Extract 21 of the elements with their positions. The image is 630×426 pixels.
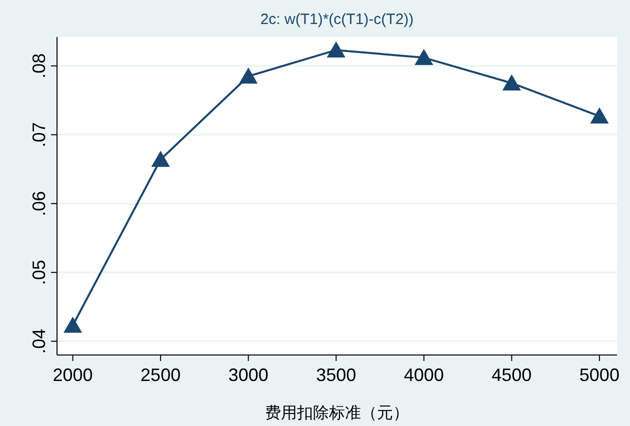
point [326, 41, 346, 58]
point [239, 67, 258, 84]
x-axis-title: 费用扣除标准（元） [265, 404, 409, 422]
x-tick-label: 2500 [140, 365, 181, 385]
point [590, 107, 609, 124]
x-tick-label: 5000 [579, 365, 620, 385]
x-tick-label: 3000 [228, 365, 268, 385]
y-tick-label: .06 [29, 191, 49, 216]
point [414, 48, 434, 66]
point [63, 316, 82, 333]
x-tick-label: 4500 [492, 365, 532, 385]
y-tick-label: .07 [29, 122, 49, 148]
point [151, 150, 170, 167]
x-tick-label: 3500 [316, 365, 356, 385]
x-tick-label: 4000 [404, 365, 444, 385]
x-tick-label: 2000 [52, 365, 93, 385]
point [502, 74, 521, 90]
y-tick-label: .04 [29, 328, 49, 354]
y-tick-label: .08 [29, 53, 49, 78]
y-tick-label: .05 [29, 260, 49, 285]
chart-title: 2c: w(T1)*(c(T1)-c(T2)) [260, 11, 414, 28]
